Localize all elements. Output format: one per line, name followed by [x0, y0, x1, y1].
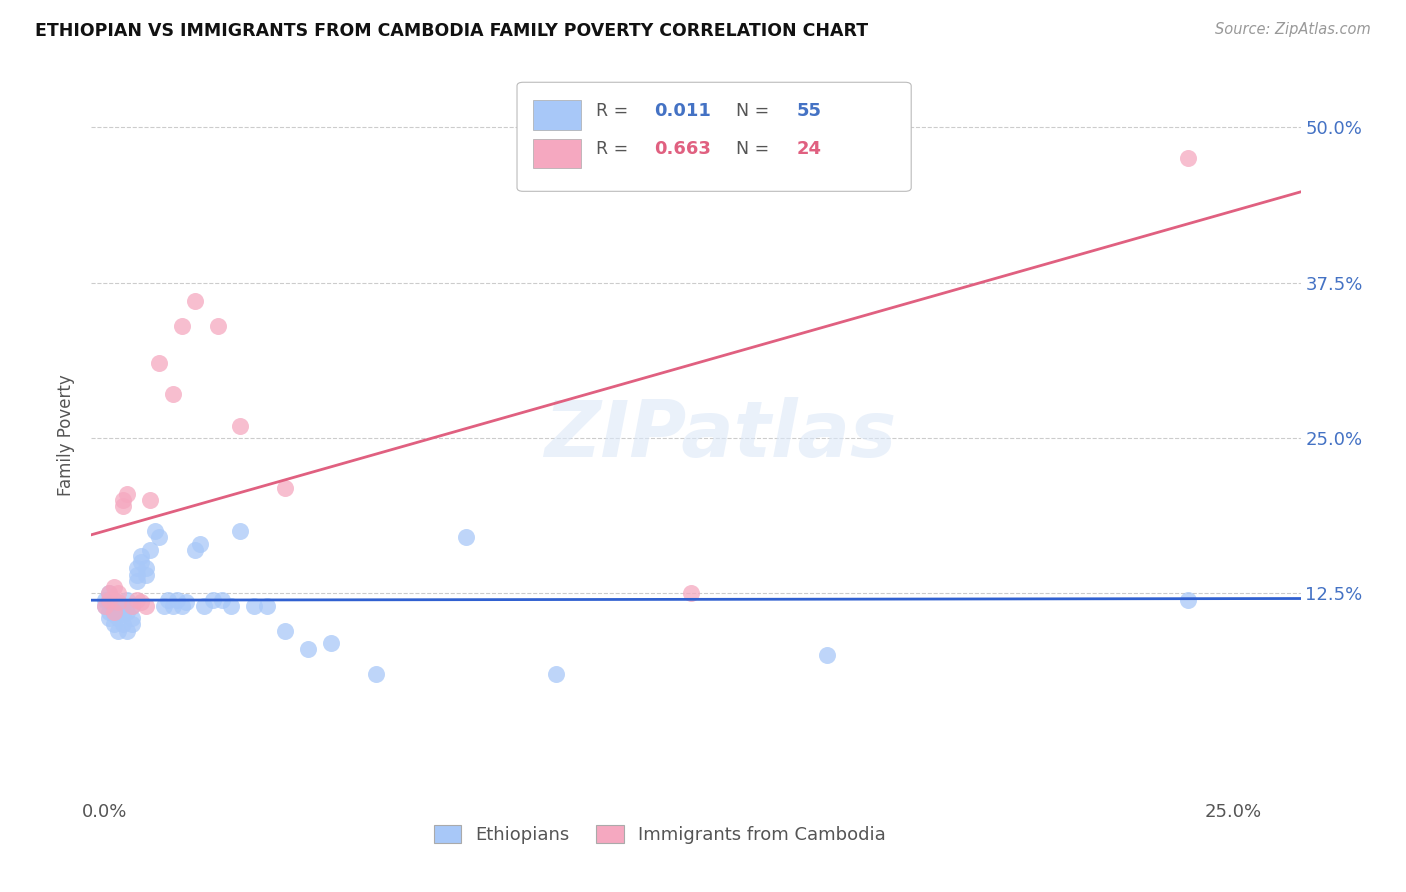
Point — [98, 586, 121, 600]
Point — [98, 592, 121, 607]
Point — [166, 592, 188, 607]
Point — [139, 493, 162, 508]
Text: R =: R = — [596, 103, 633, 120]
Point — [202, 592, 225, 607]
Point — [107, 599, 129, 613]
Point — [184, 542, 207, 557]
Point — [107, 624, 129, 638]
Point — [546, 667, 568, 681]
Point — [364, 667, 387, 681]
Point — [129, 595, 152, 609]
Point — [107, 586, 129, 600]
Point — [135, 561, 157, 575]
Point — [148, 356, 170, 370]
Point — [103, 605, 125, 619]
Text: N =: N = — [735, 103, 775, 120]
Point — [162, 387, 184, 401]
Point — [184, 294, 207, 309]
Point — [103, 617, 125, 632]
Point — [103, 580, 125, 594]
Text: Source: ZipAtlas.com: Source: ZipAtlas.com — [1215, 22, 1371, 37]
Point — [94, 599, 117, 613]
Point — [129, 549, 152, 563]
Text: R =: R = — [596, 140, 633, 158]
Text: 24: 24 — [796, 140, 821, 158]
Point — [297, 642, 319, 657]
Point — [121, 617, 143, 632]
Text: N =: N = — [735, 140, 775, 158]
Point — [219, 599, 242, 613]
Point — [121, 599, 143, 613]
Point — [170, 599, 193, 613]
Point — [98, 605, 121, 619]
Point — [103, 602, 125, 616]
Point — [111, 493, 134, 508]
Point — [229, 418, 252, 433]
Point — [103, 607, 125, 622]
Point — [117, 605, 139, 619]
Point — [243, 599, 266, 613]
Point — [143, 524, 166, 538]
Point — [103, 592, 125, 607]
Text: ZIPatlas: ZIPatlas — [544, 397, 896, 473]
FancyBboxPatch shape — [533, 139, 581, 168]
Point — [162, 599, 184, 613]
Point — [107, 611, 129, 625]
Point — [274, 481, 297, 495]
Point — [174, 595, 197, 609]
Point — [135, 599, 157, 613]
Point — [129, 555, 152, 569]
Point — [157, 592, 180, 607]
Point — [121, 599, 143, 613]
Point — [125, 561, 148, 575]
Point — [193, 599, 215, 613]
Point — [1177, 152, 1199, 166]
Point — [111, 500, 134, 514]
Point — [94, 592, 117, 607]
Text: 0.663: 0.663 — [654, 140, 710, 158]
Point — [117, 487, 139, 501]
Point — [125, 592, 148, 607]
Point — [152, 599, 174, 613]
Point — [125, 574, 148, 588]
Point — [111, 617, 134, 632]
Point — [98, 611, 121, 625]
Point — [815, 648, 838, 663]
Text: ETHIOPIAN VS IMMIGRANTS FROM CAMBODIA FAMILY POVERTY CORRELATION CHART: ETHIOPIAN VS IMMIGRANTS FROM CAMBODIA FA… — [35, 22, 869, 40]
Point — [207, 319, 229, 334]
Point — [211, 592, 233, 607]
Point — [274, 624, 297, 638]
Point — [139, 542, 162, 557]
Point — [121, 611, 143, 625]
Legend: Ethiopians, Immigrants from Cambodia: Ethiopians, Immigrants from Cambodia — [426, 817, 893, 851]
Point — [319, 636, 342, 650]
Point — [135, 567, 157, 582]
Point — [117, 592, 139, 607]
Point — [256, 599, 278, 613]
Point — [111, 607, 134, 622]
Point — [107, 605, 129, 619]
Point — [148, 530, 170, 544]
FancyBboxPatch shape — [533, 101, 581, 129]
Point — [111, 599, 134, 613]
FancyBboxPatch shape — [517, 82, 911, 191]
Point — [98, 586, 121, 600]
Text: 55: 55 — [796, 103, 821, 120]
Point — [188, 536, 211, 550]
Text: 0.011: 0.011 — [654, 103, 710, 120]
Point — [229, 524, 252, 538]
Point — [94, 599, 117, 613]
Point — [125, 567, 148, 582]
Point — [1177, 592, 1199, 607]
Point — [681, 586, 703, 600]
Point — [170, 319, 193, 334]
Point — [454, 530, 477, 544]
Point — [117, 624, 139, 638]
Point — [107, 595, 129, 609]
Y-axis label: Family Poverty: Family Poverty — [58, 374, 76, 496]
